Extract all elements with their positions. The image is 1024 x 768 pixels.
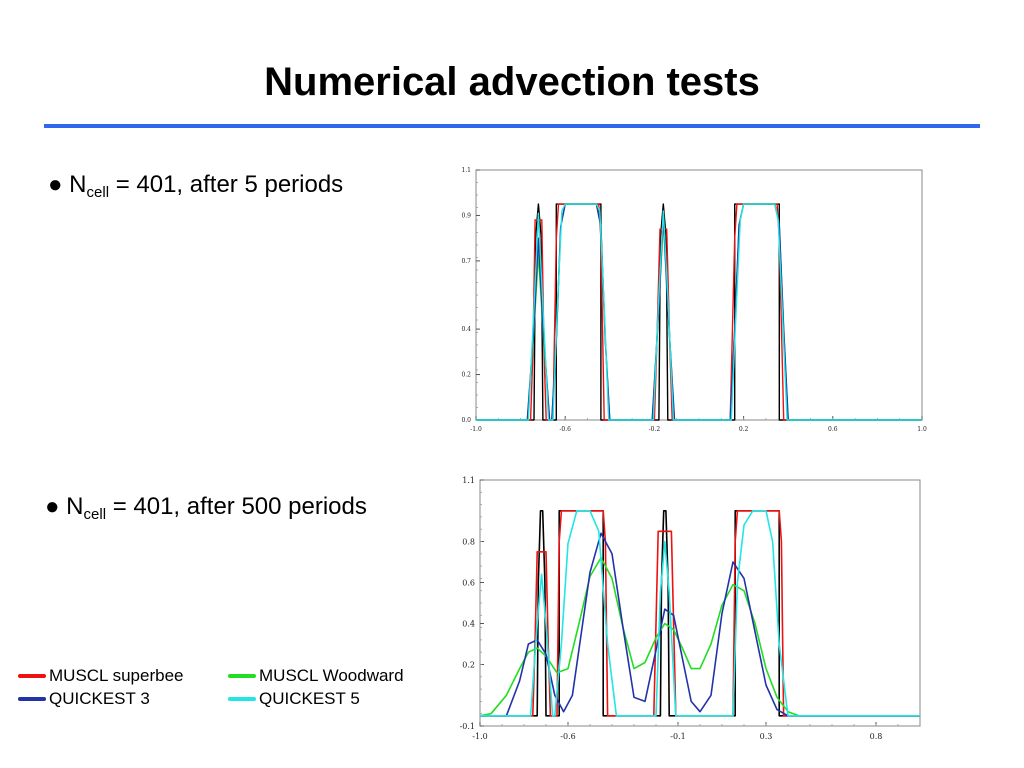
series-line-quickest-5 [480,509,920,717]
x-tick-label: 0.3 [760,732,773,741]
n-symbol: N [66,493,84,520]
n-subscript: cell [86,184,110,201]
x-tick-label: 0.8 [870,732,883,741]
y-tick-label: 1.1 [462,476,475,485]
n-symbol: N [69,171,87,198]
y-tick-label: 0.6 [462,578,475,587]
y-tick-label: 0.0 [461,417,471,424]
x-tick-label: -0.2 [649,426,661,433]
y-tick-label: 0.4 [462,619,475,628]
y-tick-label: -0.1 [460,722,475,731]
x-tick-label: -1.0 [472,732,487,741]
series-line-quickest-5 [476,203,922,421]
legend-label: MUSCL superbee [49,666,184,685]
bullet-dot: ● [48,171,63,198]
legend-swatch [228,674,256,678]
y-tick-label: 0.2 [462,660,475,669]
plot-frame [475,169,923,421]
y-tick-label: 0.8 [462,537,475,546]
y-tick-label: 0.9 [461,213,471,220]
x-tick-label: 1.0 [917,426,927,433]
legend-label: QUICKEST 5 [259,689,360,708]
bullet-dot: ● [45,493,60,520]
bullet-500-periods: ● Ncell = 401, after 500 periods [45,492,367,530]
legend-swatch [228,697,256,701]
chart-500-periods: -0.1 0.2 0.4 0.6 0.8 1.1 -1.0 -0.6 -0.1 0.3 0.8 [460,476,921,741]
x-tick-label: -0.6 [559,426,571,433]
legend-label: QUICKEST 3 [49,689,150,708]
chart-5-periods: 0.0 0.2 0.4 0.7 0.9 1.1 -1.0 -0.6 -0.2 0.2 0.6 1.0 [461,167,927,433]
x-tick-label: 0.6 [828,426,838,433]
series-line-quickest-3 [480,532,920,717]
x-tick-label: -0.6 [560,732,575,741]
y-tick-label: 0.7 [461,258,471,265]
legend-label: MUSCL Woodward [259,666,404,685]
y-tick-label: 1.1 [461,167,471,174]
y-tick-label: 0.2 [461,372,471,379]
x-tick-label: -1.0 [470,426,482,433]
legend-swatch [18,697,46,701]
slide-title: Numerical advection tests [264,60,760,104]
title-underline [44,124,980,128]
legend-swatch [18,674,46,678]
bullet-text: = 401, after 500 periods [106,493,367,520]
bullet-5-periods: ● Ncell = 401, after 5 periods [48,170,343,208]
x-tick-label: 0.2 [739,426,749,433]
bullet-text: = 401, after 5 periods [109,171,344,198]
series-line-muscl-woodward [479,557,920,717]
y-tick-label: 0.4 [461,326,471,333]
n-subscript: cell [83,506,107,523]
x-tick-label: -0.1 [670,732,685,741]
